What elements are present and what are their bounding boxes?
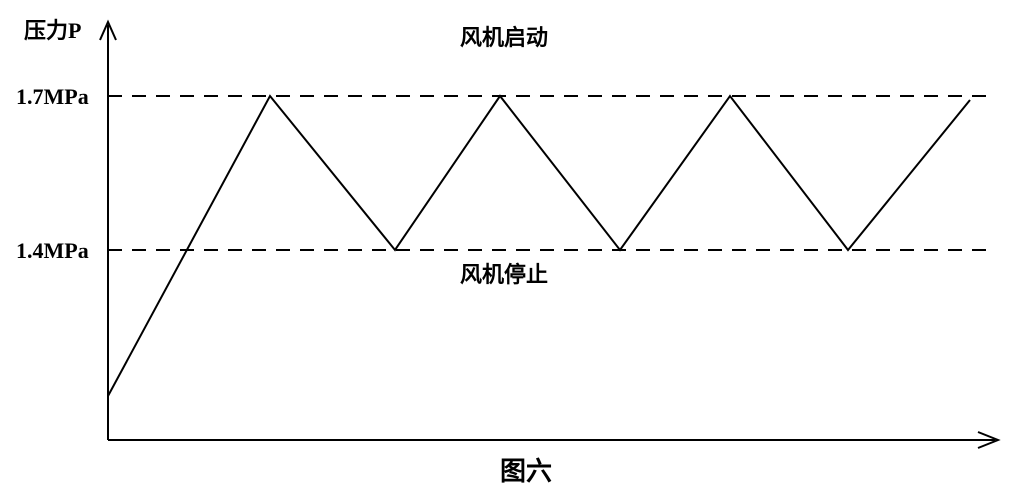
lower-threshold-label: 风机停止 bbox=[460, 262, 548, 287]
chart-svg: 压力P 1.7MPa 1.4MPa 风机启动 风机停止 图六 bbox=[10, 10, 1010, 490]
y-axis-label: 压力P bbox=[24, 18, 81, 43]
pressure-waveform bbox=[108, 96, 970, 396]
y-tick-lower: 1.4MPa bbox=[16, 238, 89, 263]
y-tick-upper: 1.7MPa bbox=[16, 84, 89, 109]
chart-caption: 图六 bbox=[500, 457, 552, 486]
upper-threshold-label: 风机启动 bbox=[460, 25, 548, 50]
pressure-chart: 压力P 1.7MPa 1.4MPa 风机启动 风机停止 图六 bbox=[10, 10, 1010, 490]
